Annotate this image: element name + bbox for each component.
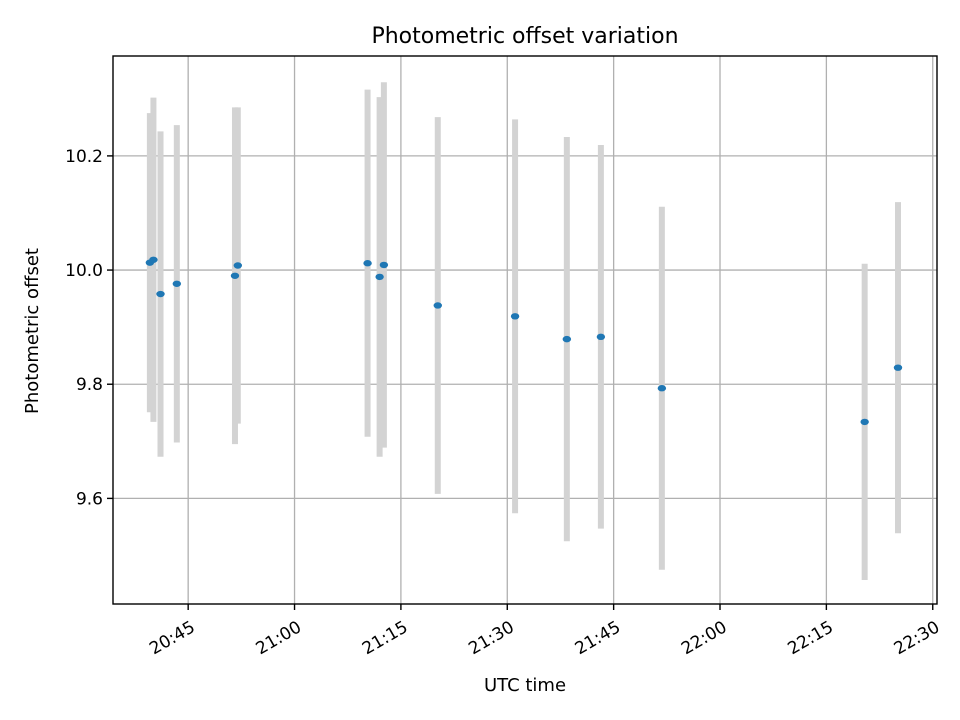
data-point xyxy=(230,272,240,279)
data-point xyxy=(510,313,520,320)
y-tick-label: 10.0 xyxy=(65,261,103,281)
chart-title: Photometric offset variation xyxy=(371,24,678,49)
data-points xyxy=(145,256,903,426)
plot-frame xyxy=(112,55,938,605)
y-tick-label: 9.8 xyxy=(76,375,103,395)
data-point xyxy=(149,256,158,263)
data-point xyxy=(562,335,572,343)
data-point xyxy=(860,418,869,426)
x-axis-label: UTC time xyxy=(484,675,566,696)
data-point xyxy=(433,302,442,309)
data-point xyxy=(893,364,903,371)
data-point xyxy=(156,290,165,298)
data-point xyxy=(363,260,372,267)
grid-layer xyxy=(113,56,937,604)
y-tick-label: 9.6 xyxy=(76,489,103,509)
y-axis-label: Photometric offset xyxy=(22,248,43,414)
y-axis-ticks: 9.6 9.8 10.0 10.2 xyxy=(65,147,113,509)
data-point xyxy=(375,273,384,281)
data-point xyxy=(596,333,606,341)
y-tick-label: 10.2 xyxy=(65,147,103,167)
data-point xyxy=(657,385,667,392)
data-point xyxy=(379,261,389,269)
data-point xyxy=(233,262,243,269)
data-point xyxy=(172,280,182,287)
